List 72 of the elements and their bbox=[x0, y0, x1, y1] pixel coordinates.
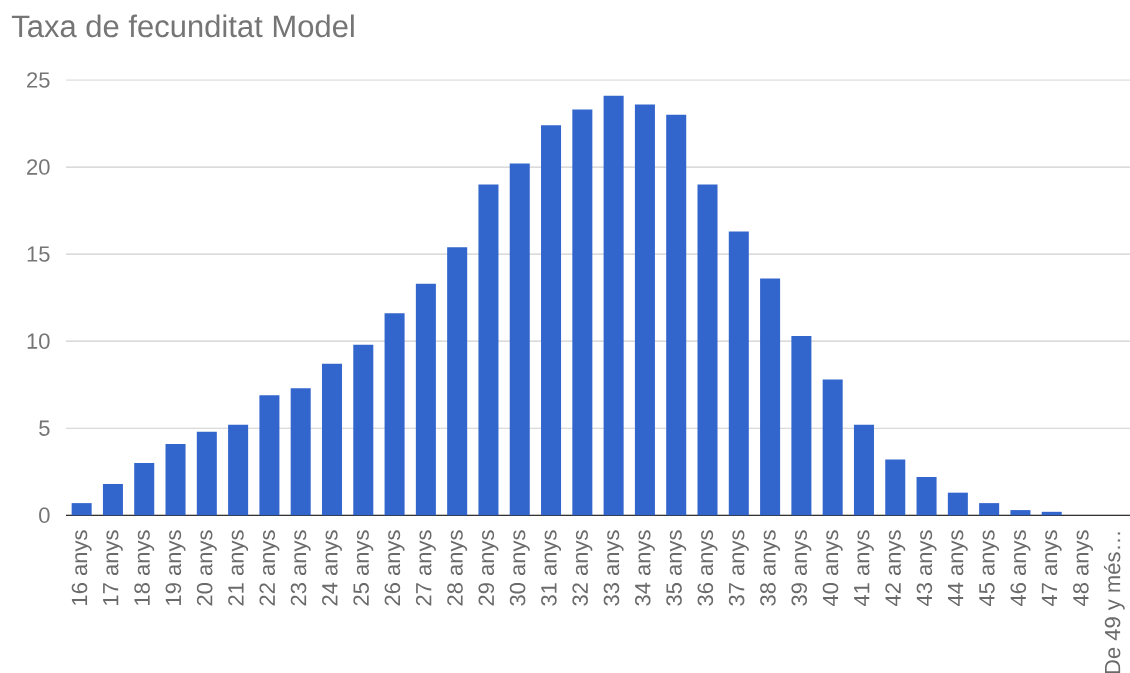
x-tick-label: 42 anys bbox=[885, 530, 906, 607]
x-tick-label: 43 anys bbox=[916, 530, 937, 607]
bar bbox=[71, 503, 92, 516]
x-tick-label: 45 anys bbox=[979, 530, 999, 607]
x-tick-label: 17 anys bbox=[103, 530, 123, 605]
bar bbox=[134, 463, 155, 516]
x-tick-label: 23 anys bbox=[290, 530, 311, 606]
bar bbox=[447, 247, 468, 516]
x-tick-label: 39 anys bbox=[791, 530, 812, 606]
x-tick-label: 21 anys bbox=[228, 530, 249, 606]
bar bbox=[165, 443, 186, 516]
x-tick-label: 40 anys bbox=[822, 530, 843, 607]
x-tick-label: De 49 y més… bbox=[1103, 532, 1125, 673]
x-tick-label: 18 anys bbox=[134, 530, 155, 605]
x-tick-label: 20 anys bbox=[196, 530, 217, 606]
bar bbox=[916, 476, 937, 516]
bar bbox=[290, 388, 311, 516]
x-tick-label: 22 anys bbox=[259, 530, 280, 606]
x-tick-label: 47 anys bbox=[1041, 530, 1062, 607]
bar bbox=[603, 95, 624, 516]
x-tick-label: 24 anys bbox=[322, 530, 342, 606]
bar bbox=[384, 313, 405, 516]
bar bbox=[353, 344, 374, 516]
y-tick-label: 25 bbox=[27, 72, 50, 88]
x-tick-label: 19 anys bbox=[165, 530, 186, 605]
bar bbox=[196, 431, 217, 516]
x-tick-label: 37 anys bbox=[728, 530, 749, 606]
bar bbox=[415, 283, 436, 516]
x-tick-label: 29 anys bbox=[478, 530, 499, 606]
bar bbox=[509, 163, 530, 516]
x-tick-label: 46 anys bbox=[1010, 530, 1031, 607]
y-tick-label: 10 bbox=[27, 333, 50, 349]
y-tick-label: 20 bbox=[27, 159, 50, 175]
bar bbox=[666, 114, 687, 516]
x-tick-label: 38 anys bbox=[760, 530, 781, 606]
bar bbox=[979, 503, 1000, 516]
x-tick-label: 44 anys bbox=[948, 530, 968, 607]
bar bbox=[885, 459, 906, 516]
y-tick-label: 5 bbox=[39, 420, 50, 436]
chart-title: Taxa de fecunditat Model bbox=[11, 14, 354, 38]
x-tick-label: 26 anys bbox=[384, 530, 405, 606]
x-tick-label: 48 anys bbox=[1073, 530, 1093, 607]
bar bbox=[259, 395, 280, 516]
bar bbox=[1010, 510, 1031, 516]
bar bbox=[541, 125, 562, 516]
bar bbox=[728, 231, 749, 516]
bar bbox=[634, 104, 655, 516]
x-tick-label: 25 anys bbox=[353, 530, 374, 606]
bar bbox=[478, 184, 499, 516]
x-tick-label: 35 anys bbox=[666, 530, 687, 606]
y-tick-label: 15 bbox=[27, 246, 50, 262]
x-tick-label: 30 anys bbox=[509, 530, 530, 606]
bar bbox=[791, 335, 812, 516]
bar bbox=[697, 184, 718, 516]
x-tick-label: 34 anys bbox=[634, 530, 655, 606]
bar bbox=[228, 424, 249, 516]
bar bbox=[947, 492, 968, 516]
x-tick-label: 31 anys bbox=[541, 530, 561, 606]
x-tick-label: 32 anys bbox=[572, 530, 593, 606]
x-tick-label: 33 anys bbox=[603, 530, 624, 606]
x-tick-label: 28 anys bbox=[447, 530, 468, 606]
y-tick-label: 0 bbox=[39, 507, 50, 524]
bar bbox=[853, 424, 874, 516]
bar bbox=[572, 109, 593, 516]
x-tick-label: 36 anys bbox=[697, 530, 718, 606]
bar bbox=[102, 483, 123, 516]
x-tick-label: 41 anys bbox=[854, 530, 874, 607]
bar bbox=[822, 379, 843, 516]
x-tick-label: 27 anys bbox=[415, 530, 436, 606]
bar bbox=[321, 363, 342, 516]
x-tick-label: 16 anys bbox=[71, 530, 92, 605]
bar bbox=[760, 278, 781, 516]
